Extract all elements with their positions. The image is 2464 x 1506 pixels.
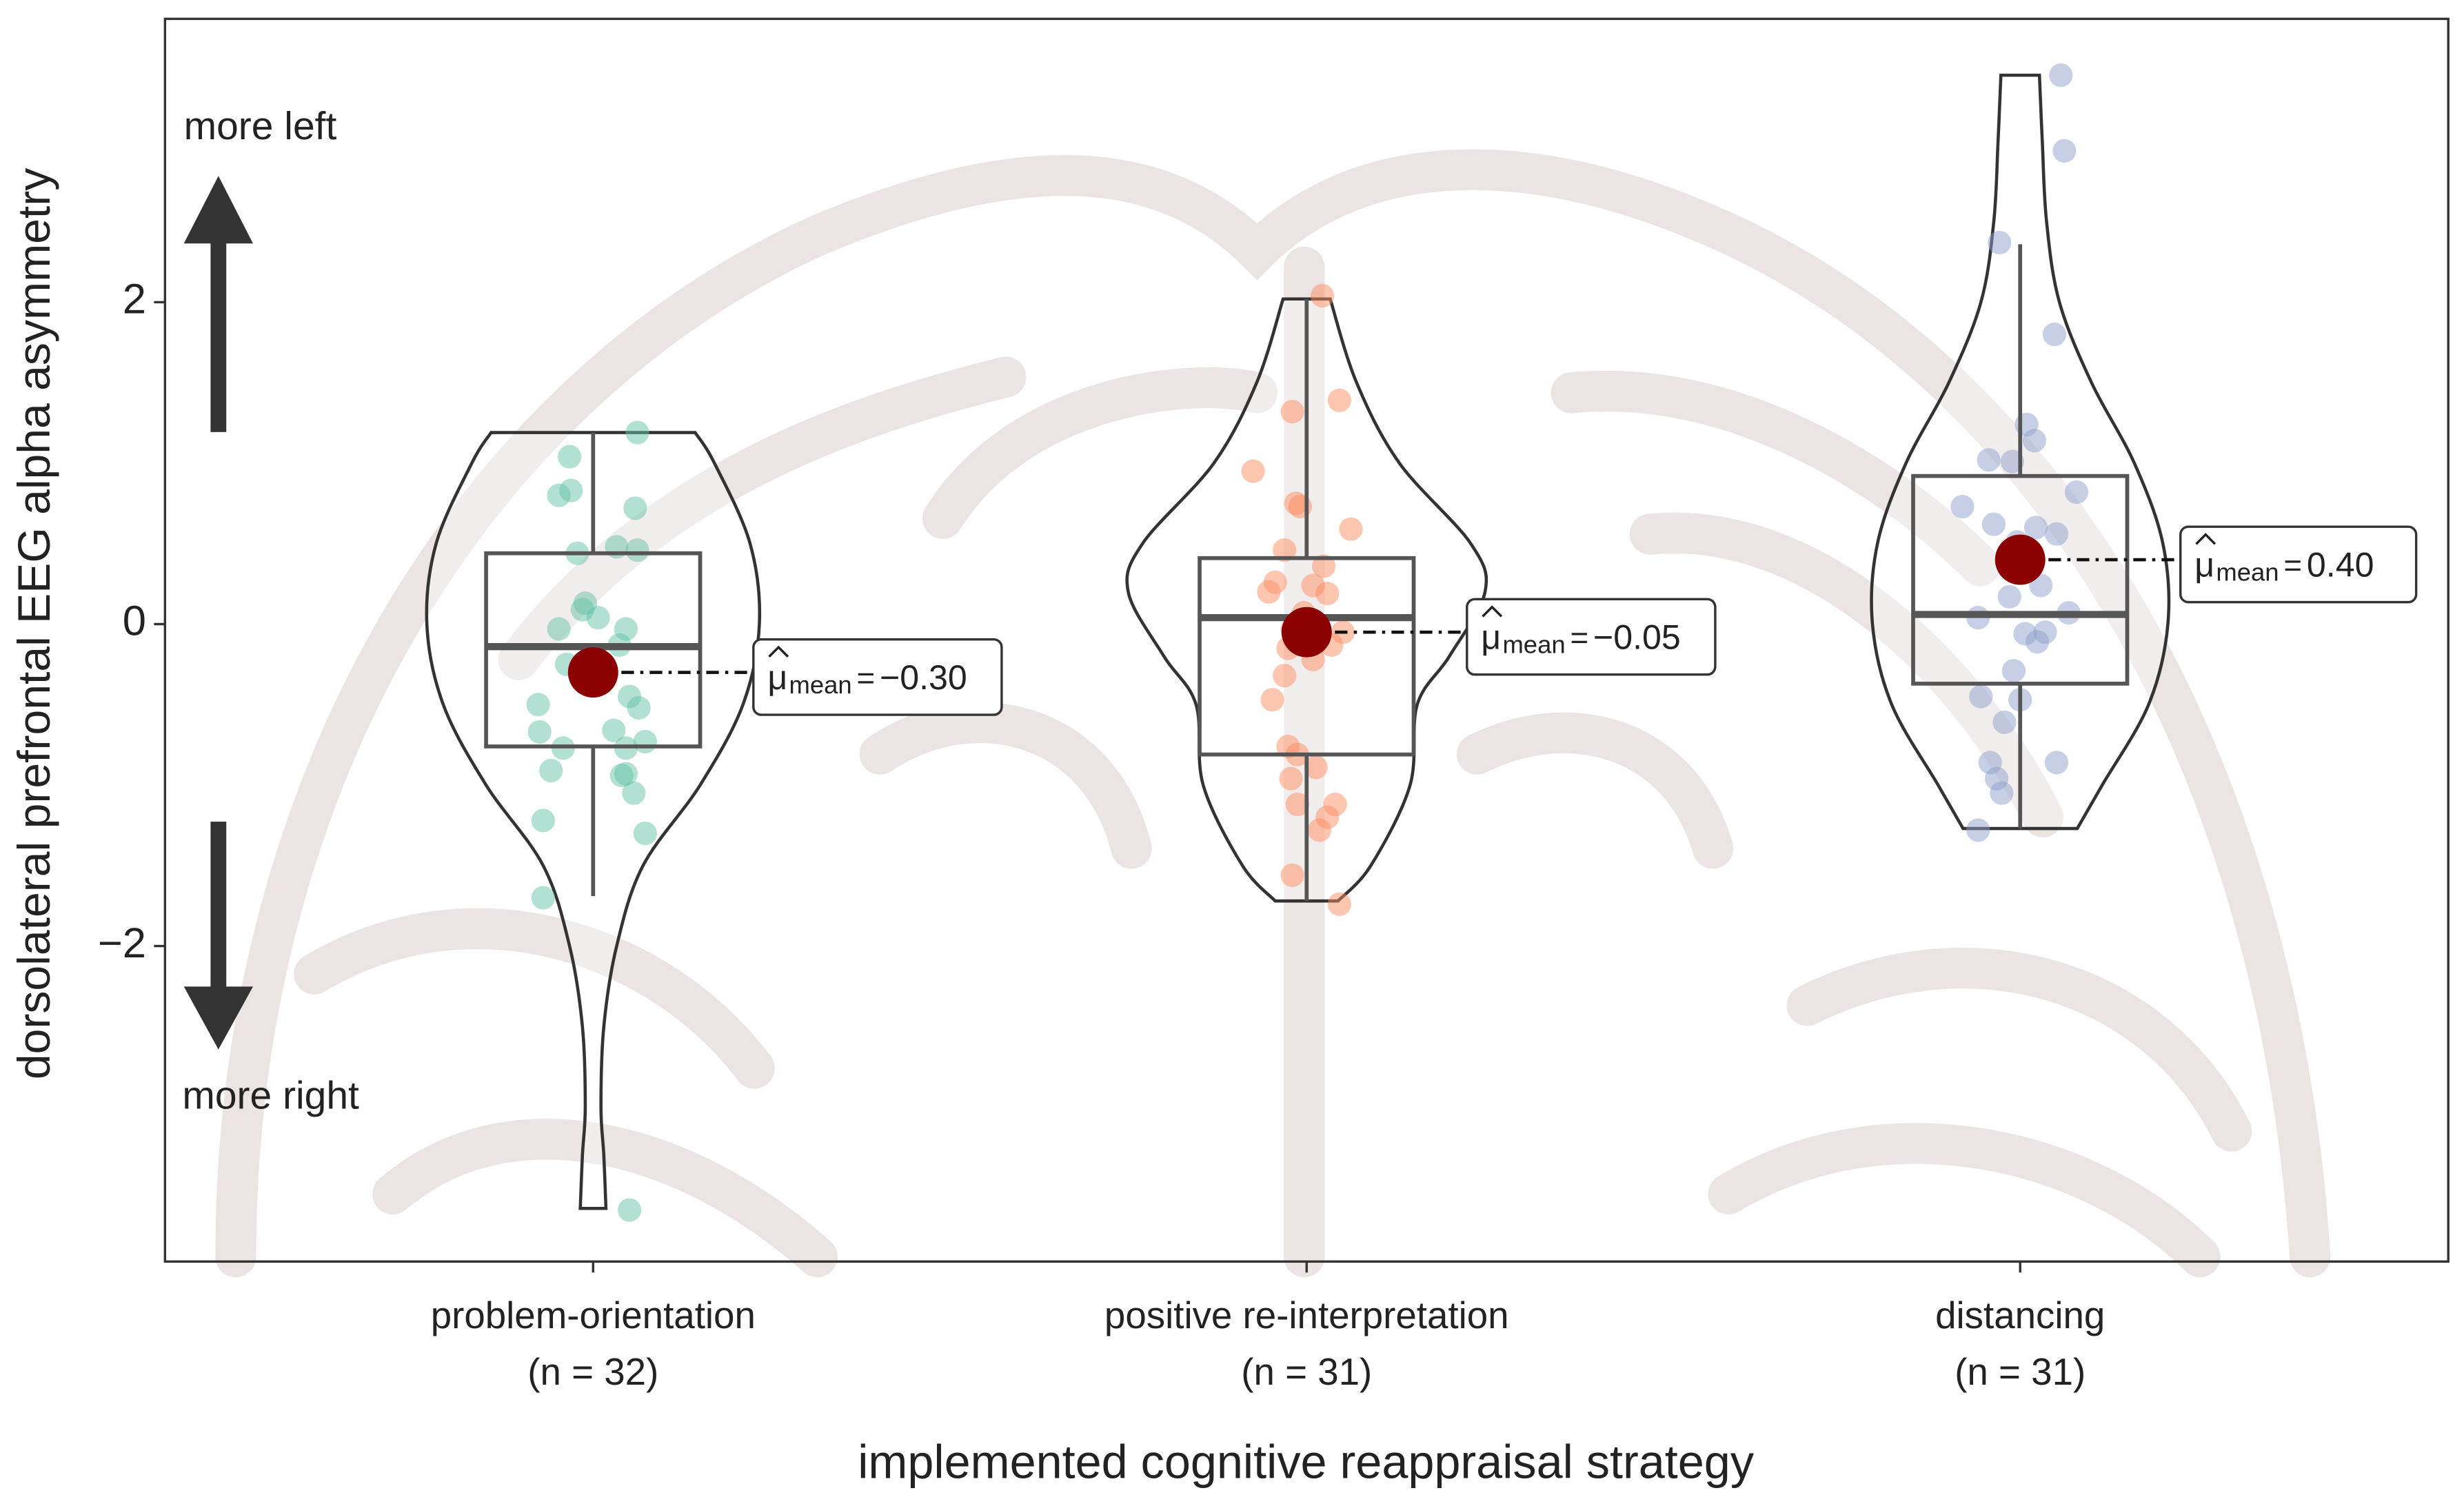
mean-label-box bbox=[1466, 598, 1717, 676]
data-point bbox=[1339, 517, 1363, 541]
data-point bbox=[625, 538, 649, 562]
mean-label: μ mean = −0.05 bbox=[1481, 618, 1681, 658]
annotation-bottom: more right bbox=[182, 1073, 359, 1117]
data-point bbox=[2001, 659, 2026, 683]
box bbox=[1198, 556, 1416, 757]
data-point bbox=[2025, 630, 2050, 654]
mean-symbol: μ bbox=[1481, 618, 1501, 657]
data-point bbox=[1285, 792, 1309, 817]
data-point bbox=[1273, 664, 1297, 688]
mean-label: μ mean = 0.40 bbox=[2194, 546, 2374, 586]
mean-hat bbox=[1482, 605, 1503, 618]
x-tick-note: (n = 31) bbox=[1241, 1350, 1372, 1393]
data-point bbox=[633, 822, 657, 846]
box bbox=[1911, 474, 2130, 686]
data-point bbox=[602, 718, 626, 742]
data-point bbox=[627, 695, 651, 720]
data-point bbox=[1280, 863, 1304, 887]
data-point bbox=[1257, 580, 1281, 604]
data-point bbox=[2023, 516, 2048, 540]
mean-subscript: mean bbox=[789, 671, 851, 699]
x-tick-label: positive re-interpretation bbox=[1104, 1294, 1509, 1336]
data-point bbox=[1969, 684, 1993, 709]
data-point bbox=[625, 420, 649, 445]
data-point bbox=[617, 1198, 642, 1222]
mean-subscript: mean bbox=[1502, 630, 1565, 658]
data-point bbox=[531, 886, 555, 910]
mean-point bbox=[1281, 607, 1332, 658]
mean-equals: = bbox=[1570, 620, 1588, 655]
mean-value: 0.40 bbox=[2307, 546, 2374, 584]
data-point bbox=[2044, 522, 2069, 546]
mean-equals: = bbox=[857, 660, 876, 695]
mean-symbol: μ bbox=[767, 658, 787, 697]
data-point bbox=[1990, 781, 2014, 805]
data-point bbox=[1260, 688, 1284, 712]
data-point bbox=[1327, 892, 1351, 916]
x-tick-note: (n = 32) bbox=[527, 1350, 658, 1393]
data-point bbox=[573, 591, 598, 615]
data-point bbox=[2049, 63, 2073, 88]
data-point bbox=[531, 808, 555, 833]
data-point bbox=[1977, 448, 2001, 472]
data-point bbox=[1241, 459, 1265, 483]
data-point bbox=[558, 445, 582, 469]
mean-label-box bbox=[2179, 525, 2418, 604]
y-tick-label: 0 bbox=[123, 598, 146, 645]
x-axis-title: implemented cognitive reappraisal strate… bbox=[858, 1436, 1755, 1489]
data-point bbox=[559, 478, 583, 502]
data-point bbox=[1310, 283, 1335, 308]
annotation-top: more left bbox=[184, 104, 337, 148]
data-point bbox=[623, 496, 647, 520]
data-point bbox=[1992, 710, 2017, 735]
y-tick-label: 2 bbox=[123, 276, 146, 323]
mean-hat bbox=[768, 645, 789, 658]
data-point bbox=[2022, 429, 2047, 453]
data-point bbox=[2042, 323, 2067, 347]
data-point bbox=[1273, 538, 1297, 562]
data-point bbox=[1307, 818, 1331, 842]
data-point bbox=[1981, 512, 2006, 536]
y-tick-label: −2 bbox=[98, 919, 146, 967]
mean-label: μ mean = −0.30 bbox=[767, 658, 967, 698]
mean-hat bbox=[2195, 533, 2216, 545]
y-axis-title: dorsolateral prefrontal EEG alpha asymme… bbox=[9, 168, 60, 1079]
x-tick-label: problem-orientation bbox=[431, 1294, 756, 1336]
data-point bbox=[1966, 818, 1990, 842]
mean-label-box bbox=[752, 638, 1003, 716]
mean-symbol: μ bbox=[2194, 546, 2214, 584]
data-point bbox=[614, 762, 638, 786]
mean-subscript: mean bbox=[2216, 558, 2279, 586]
data-point bbox=[526, 693, 550, 717]
data-point bbox=[1950, 494, 1975, 519]
data-point bbox=[1997, 584, 2021, 609]
data-point bbox=[2044, 751, 2069, 775]
data-point bbox=[1280, 400, 1304, 424]
data-point bbox=[2064, 480, 2089, 505]
data-point bbox=[547, 617, 571, 641]
data-point bbox=[1988, 230, 2012, 255]
arrow-down bbox=[183, 822, 253, 1050]
arrow-up bbox=[183, 176, 253, 432]
mean-value: −0.05 bbox=[1593, 618, 1681, 657]
data-point bbox=[1312, 554, 1336, 578]
data-point bbox=[633, 729, 657, 754]
data-point bbox=[1327, 388, 1351, 412]
mean-point bbox=[567, 647, 618, 698]
mean-value: −0.30 bbox=[880, 658, 967, 697]
x-tick-label: distancing bbox=[1935, 1294, 2105, 1336]
data-point bbox=[1279, 766, 1303, 791]
data-point bbox=[539, 758, 563, 783]
x-tick-note: (n = 31) bbox=[1955, 1350, 2086, 1393]
data-point bbox=[2052, 139, 2077, 163]
mean-equals: = bbox=[2283, 548, 2302, 583]
data-point bbox=[527, 720, 552, 744]
data-point bbox=[1304, 755, 1328, 780]
data-point bbox=[622, 781, 646, 805]
mean-point bbox=[1995, 534, 2046, 585]
data-point bbox=[1315, 582, 1340, 606]
